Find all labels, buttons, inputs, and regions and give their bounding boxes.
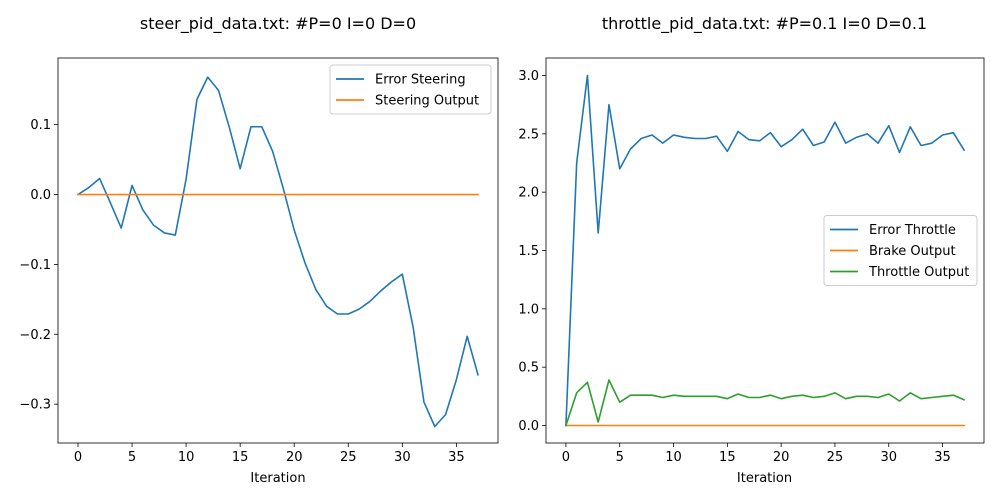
steer-series-group (76, 76, 479, 428)
steer-x-tick-label: 35 (448, 450, 465, 465)
throttle-x-tick-label: 10 (665, 450, 682, 465)
throttle-x-tick-label: 30 (880, 450, 897, 465)
steer-y-tick-label: 0.0 (30, 188, 51, 203)
steer-x-tick-label: 25 (340, 450, 357, 465)
throttle-series-group (564, 74, 966, 427)
throttle-chart-title: throttle_pid_data.txt: #P=0.1 I=0 D=0.1 (602, 14, 927, 34)
throttle-series-error-throttle-line (565, 74, 966, 427)
throttle-legend-label-throttle-output: Throttle Output (868, 265, 969, 280)
steer-legend-label-steering-output: Steering Output (375, 94, 479, 109)
throttle-legend: Error Throttle Brake Output Throttle Outpu… (823, 215, 978, 286)
steer-series-error-steering-line (76, 76, 479, 428)
steer-x-tick-label: 5 (128, 450, 136, 465)
steer-plot-area: 0 5 10 15 20 25 30 35 −0.3 −0.2 −0.1 0.0 0.1 Error St… (19, 57, 499, 465)
throttle-y-tick-label: 1.5 (518, 244, 539, 259)
steer-chart: steer_pid_data.txt: #P=0 I=0 D=0 0 5 10 15 2… (19, 14, 499, 486)
throttle-x-tick-label: 25 (827, 450, 844, 465)
steer-plot-frame (57, 57, 499, 444)
throttle-x-tick-label: 5 (616, 450, 624, 465)
steer-x-axis-label: Iteration (250, 471, 305, 486)
throttle-y-tick-label: 1.0 (518, 302, 539, 317)
steer-x-tick-label: 15 (232, 450, 249, 465)
steer-y-tick-label: −0.3 (19, 398, 51, 413)
throttle-y-tick-label: 3.0 (518, 69, 539, 84)
throttle-series-throttle-output-line (564, 379, 966, 427)
steer-x-tick-label: 20 (286, 450, 303, 465)
steer-y-tick-label: −0.1 (19, 258, 51, 273)
steer-x-tick-label: 30 (394, 450, 411, 465)
throttle-y-tick-label: 0.0 (518, 419, 539, 434)
throttle-plot-area: 0 5 10 15 20 25 30 35 0.0 0.5 1.0 1.5 2.0 2.5 3.0 Error… (518, 57, 985, 465)
steer-legend-box (329, 64, 492, 115)
throttle-y-tick-label: 2.0 (518, 186, 539, 201)
throttle-x-tick-label: 35 (934, 450, 951, 465)
throttle-legend-label-brake-output: Brake Output (869, 244, 956, 259)
steer-y-tick-label: −0.2 (19, 328, 51, 343)
throttle-x-tick-label: 20 (773, 450, 790, 465)
throttle-x-tick-label: 15 (719, 450, 736, 465)
steer-x-tick-label: 0 (74, 450, 82, 465)
throttle-y-tick-label: 0.5 (518, 361, 539, 376)
throttle-x-axis-label: Iteration (737, 471, 792, 486)
throttle-chart: throttle_pid_data.txt: #P=0.1 I=0 D=0.1 … (518, 14, 985, 486)
throttle-legend-label-error-throttle: Error Throttle (869, 223, 956, 238)
throttle-legend-box (823, 215, 978, 286)
throttle-y-tick-label: 2.5 (518, 127, 539, 142)
steer-x-tick-label: 10 (178, 450, 195, 465)
steer-y-tick-label: 0.1 (30, 118, 51, 133)
throttle-x-tick-label: 0 (562, 450, 570, 465)
steer-chart-title: steer_pid_data.txt: #P=0 I=0 D=0 (140, 14, 416, 34)
steer-legend-label-error-steering: Error Steering (375, 73, 466, 88)
steer-legend: Error Steering Steering Output (329, 64, 492, 115)
